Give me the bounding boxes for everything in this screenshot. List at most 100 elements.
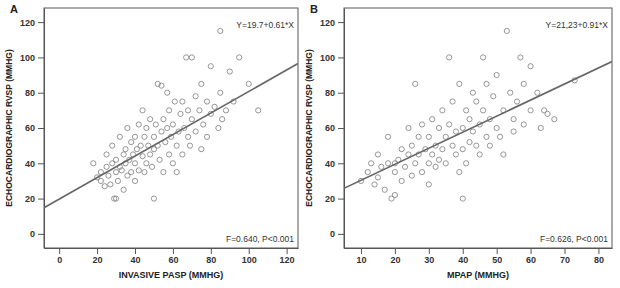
x-tick-label: 20 — [390, 255, 400, 265]
data-point — [402, 164, 407, 169]
data-point — [460, 147, 465, 152]
x-tick: 60 — [526, 248, 536, 265]
y-tick-label: 100 — [320, 53, 335, 63]
data-point — [416, 134, 421, 139]
data-point — [138, 143, 143, 148]
data-point — [433, 164, 438, 169]
data-point — [501, 152, 506, 157]
data-point — [132, 178, 137, 183]
data-point — [457, 170, 462, 175]
data-point — [199, 81, 204, 86]
y-tick: 120 — [320, 17, 344, 27]
y-axis-title: ECHOCARDIOGRAPHIC RVSP (MMHG) — [304, 49, 314, 207]
data-point — [467, 140, 472, 145]
y-tick-label: 80 — [25, 88, 35, 98]
data-point — [392, 192, 397, 197]
data-point — [365, 170, 370, 175]
data-point — [409, 143, 414, 148]
data-point — [144, 161, 149, 166]
x-tick-label: 0 — [57, 255, 62, 265]
data-point — [220, 117, 225, 122]
y-tick-mark — [38, 93, 44, 94]
x-tick-mark — [287, 248, 288, 254]
data-point — [521, 122, 526, 127]
data-point — [436, 157, 441, 162]
data-point — [140, 108, 145, 113]
data-point — [167, 152, 172, 157]
y-tick: 20 — [25, 194, 44, 204]
data-point — [187, 143, 192, 148]
x-tick: 20 — [390, 248, 400, 265]
y-tick: 60 — [25, 123, 44, 133]
data-point — [110, 143, 115, 148]
plot-area — [44, 28, 298, 207]
x-tick-label: 40 — [130, 255, 140, 265]
data-point — [199, 147, 204, 152]
y-tick: 40 — [25, 159, 44, 169]
y-tick: 120 — [20, 17, 44, 27]
x-tick-label: 60 — [526, 255, 536, 265]
data-point — [430, 152, 435, 157]
y-tick-label: 80 — [325, 88, 335, 98]
data-point — [180, 152, 185, 157]
panel: 020406080100120020406080100120AINVASIVE … — [4, 3, 299, 280]
data-point — [470, 129, 475, 134]
x-tick-mark — [211, 248, 212, 254]
panel: 1020304050607080020406080100120BMPAP (MM… — [304, 3, 613, 280]
data-point — [419, 122, 424, 127]
x-tick-mark — [429, 248, 430, 254]
data-point — [256, 108, 261, 113]
data-point — [474, 99, 479, 104]
data-point — [552, 117, 557, 122]
y-tick-label: 120 — [320, 17, 335, 27]
figure: 020406080100120020406080100120AINVASIVE … — [0, 0, 620, 288]
y-tick-label: 0 — [30, 229, 35, 239]
data-point — [218, 28, 223, 33]
data-point — [104, 164, 109, 169]
data-point — [413, 81, 418, 86]
data-point — [528, 64, 533, 69]
y-tick-label: 60 — [325, 123, 335, 133]
data-point — [189, 117, 194, 122]
data-point — [165, 90, 170, 95]
y-tick-label: 40 — [325, 159, 335, 169]
data-point — [144, 125, 149, 130]
data-point — [119, 168, 124, 173]
y-tick-mark — [38, 163, 44, 164]
data-point — [494, 72, 499, 77]
y-tick-mark — [338, 57, 344, 58]
data-point — [369, 161, 374, 166]
x-tick-label: 80 — [594, 255, 604, 265]
y-tick-mark — [338, 234, 344, 235]
data-point — [178, 111, 183, 116]
y-tick-mark — [38, 199, 44, 200]
data-point — [399, 147, 404, 152]
data-point — [108, 182, 113, 187]
data-point — [117, 134, 122, 139]
fit-statistics: F=0.640, P<0.001 — [226, 234, 294, 244]
data-point — [477, 152, 482, 157]
y-tick: 0 — [330, 229, 344, 239]
x-tick: 120 — [280, 248, 295, 265]
data-point — [430, 117, 435, 122]
data-point — [409, 173, 414, 178]
data-point — [508, 90, 513, 95]
data-point — [170, 122, 175, 127]
x-tick: 60 — [168, 248, 178, 265]
data-point — [113, 170, 118, 175]
data-point — [379, 164, 384, 169]
x-tick: 80 — [206, 248, 216, 265]
data-point — [193, 94, 198, 99]
x-tick-mark — [463, 248, 464, 254]
x-axis-line — [345, 248, 613, 249]
data-point — [460, 196, 465, 201]
data-point — [511, 129, 516, 134]
data-point — [121, 152, 126, 157]
data-point — [115, 178, 120, 183]
x-tick: 10 — [356, 248, 366, 265]
data-point — [484, 134, 489, 139]
data-point — [447, 122, 452, 127]
data-point — [153, 122, 158, 127]
x-tick: 80 — [594, 248, 604, 265]
data-point — [129, 170, 134, 175]
